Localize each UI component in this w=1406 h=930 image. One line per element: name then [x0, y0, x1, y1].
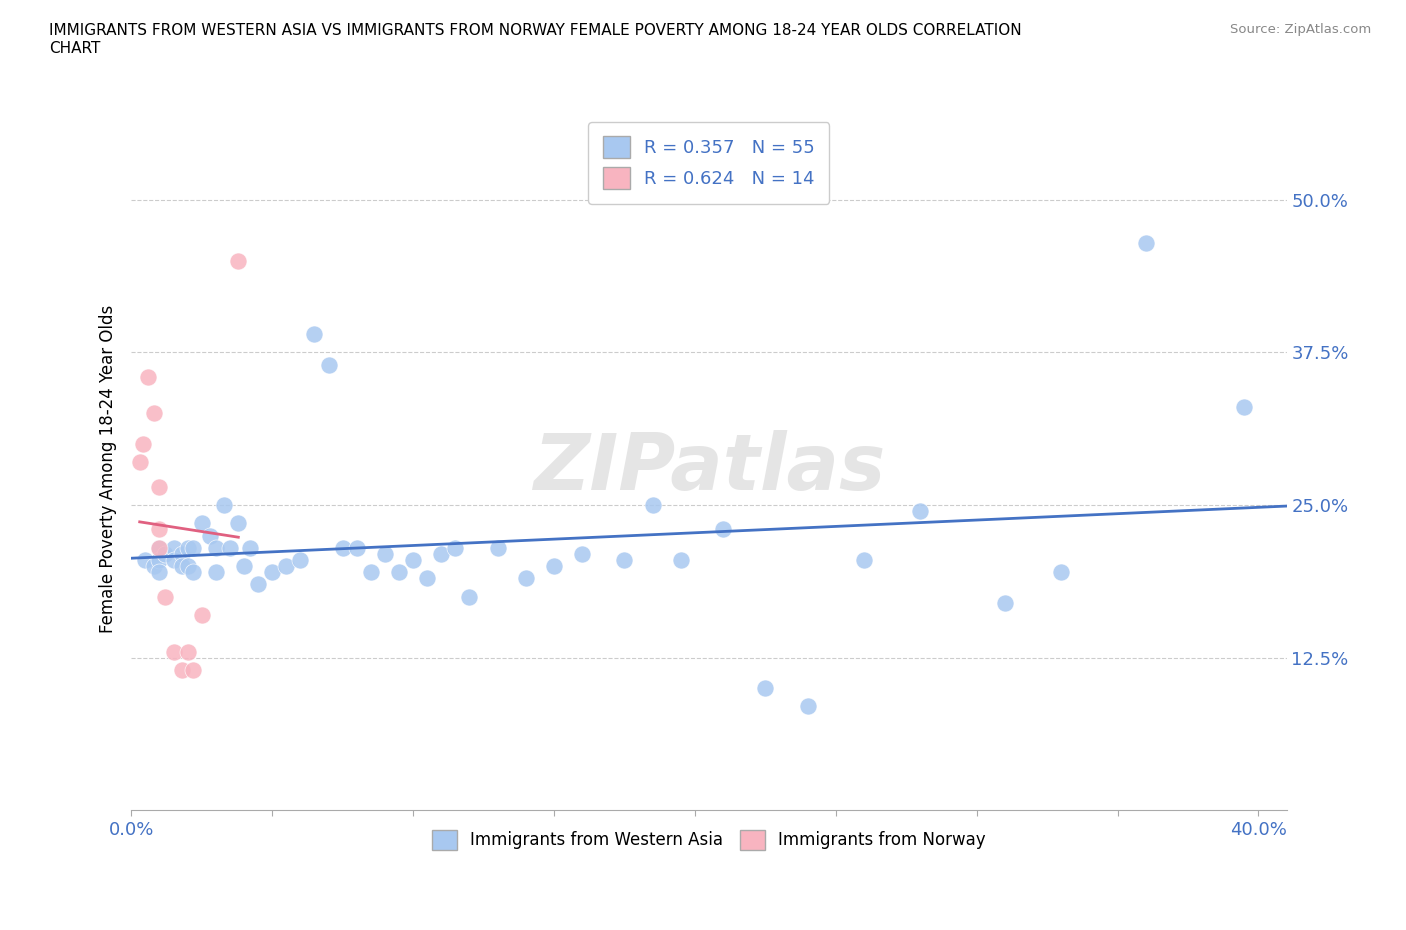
- Point: [176, 559, 198, 574]
- Point: [148, 540, 170, 555]
- Point: [190, 607, 212, 622]
- Point: [515, 571, 537, 586]
- Point: [148, 540, 170, 555]
- Text: IMMIGRANTS FROM WESTERN ASIA VS IMMIGRANTS FROM NORWAY FEMALE POVERTY AMONG 18-2: IMMIGRANTS FROM WESTERN ASIA VS IMMIGRAN…: [49, 23, 1022, 56]
- Point: [796, 699, 818, 714]
- Point: [181, 540, 204, 555]
- Point: [148, 522, 170, 537]
- Point: [332, 540, 354, 555]
- Text: Source: ZipAtlas.com: Source: ZipAtlas.com: [1230, 23, 1371, 36]
- Point: [148, 479, 170, 494]
- Point: [910, 504, 932, 519]
- Point: [204, 540, 226, 555]
- Point: [218, 540, 240, 555]
- Point: [176, 644, 198, 659]
- Point: [444, 540, 467, 555]
- Point: [148, 552, 170, 567]
- Point: [136, 369, 159, 384]
- Point: [543, 559, 565, 574]
- Point: [994, 595, 1017, 610]
- Point: [162, 644, 184, 659]
- Point: [176, 540, 198, 555]
- Point: [754, 681, 776, 696]
- Point: [131, 436, 153, 451]
- Point: [148, 565, 170, 579]
- Point: [170, 662, 193, 677]
- Point: [416, 571, 439, 586]
- Point: [170, 547, 193, 562]
- Point: [571, 547, 593, 562]
- Point: [430, 547, 453, 562]
- Point: [198, 528, 221, 543]
- Point: [669, 552, 692, 567]
- Point: [486, 540, 509, 555]
- Text: ZIPatlas: ZIPatlas: [533, 431, 884, 507]
- Point: [239, 540, 262, 555]
- Point: [262, 565, 284, 579]
- Point: [276, 559, 298, 574]
- Point: [162, 540, 184, 555]
- Point: [142, 406, 165, 421]
- Point: [204, 565, 226, 579]
- Point: [318, 357, 340, 372]
- Point: [1233, 400, 1256, 415]
- Point: [852, 552, 875, 567]
- Point: [458, 590, 481, 604]
- Point: [162, 552, 184, 567]
- Point: [233, 559, 256, 574]
- Point: [360, 565, 382, 579]
- Point: [153, 547, 176, 562]
- Point: [290, 552, 312, 567]
- Point: [142, 559, 165, 574]
- Y-axis label: Female Poverty Among 18-24 Year Olds: Female Poverty Among 18-24 Year Olds: [100, 304, 117, 632]
- Point: [374, 547, 396, 562]
- Point: [1135, 235, 1157, 250]
- Point: [613, 552, 636, 567]
- Point: [153, 590, 176, 604]
- Point: [388, 565, 411, 579]
- Point: [228, 516, 250, 531]
- Point: [228, 254, 250, 269]
- Point: [1050, 565, 1073, 579]
- Point: [711, 522, 734, 537]
- Point: [134, 552, 156, 567]
- Point: [190, 516, 212, 531]
- Point: [170, 559, 193, 574]
- Point: [128, 455, 150, 470]
- Point: [304, 326, 326, 341]
- Point: [346, 540, 368, 555]
- Point: [641, 498, 664, 512]
- Point: [212, 498, 235, 512]
- Point: [181, 662, 204, 677]
- Point: [181, 565, 204, 579]
- Point: [247, 577, 270, 591]
- Point: [402, 552, 425, 567]
- Legend: Immigrants from Western Asia, Immigrants from Norway: Immigrants from Western Asia, Immigrants…: [425, 823, 993, 857]
